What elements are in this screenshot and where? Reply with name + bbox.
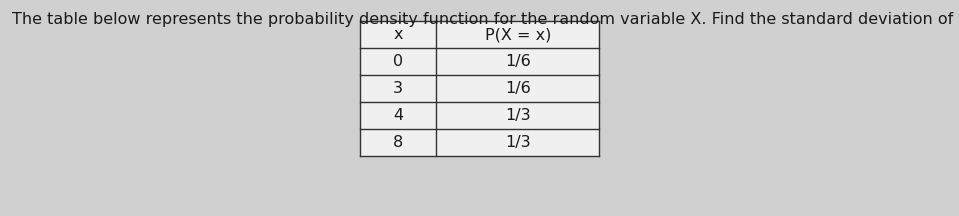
Bar bbox=[436, 75, 599, 102]
Bar bbox=[436, 48, 599, 75]
Text: 1/3: 1/3 bbox=[505, 135, 530, 150]
Text: 3: 3 bbox=[393, 81, 403, 96]
Text: 8: 8 bbox=[393, 135, 403, 150]
Text: 0: 0 bbox=[393, 54, 403, 69]
Text: 1/3: 1/3 bbox=[505, 108, 530, 123]
Text: 1/6: 1/6 bbox=[505, 54, 530, 69]
Bar bbox=[360, 102, 436, 129]
Text: The table below represents the probability density function for the random varia: The table below represents the probabili… bbox=[12, 12, 959, 27]
Bar bbox=[436, 129, 599, 156]
Text: 4: 4 bbox=[393, 108, 403, 123]
Bar bbox=[360, 129, 436, 156]
Text: P(X = x): P(X = x) bbox=[484, 27, 551, 42]
Bar bbox=[360, 75, 436, 102]
Bar bbox=[360, 21, 436, 48]
Text: 1/6: 1/6 bbox=[505, 81, 530, 96]
Bar bbox=[436, 102, 599, 129]
Bar bbox=[436, 21, 599, 48]
Text: x: x bbox=[393, 27, 403, 42]
Bar bbox=[360, 48, 436, 75]
